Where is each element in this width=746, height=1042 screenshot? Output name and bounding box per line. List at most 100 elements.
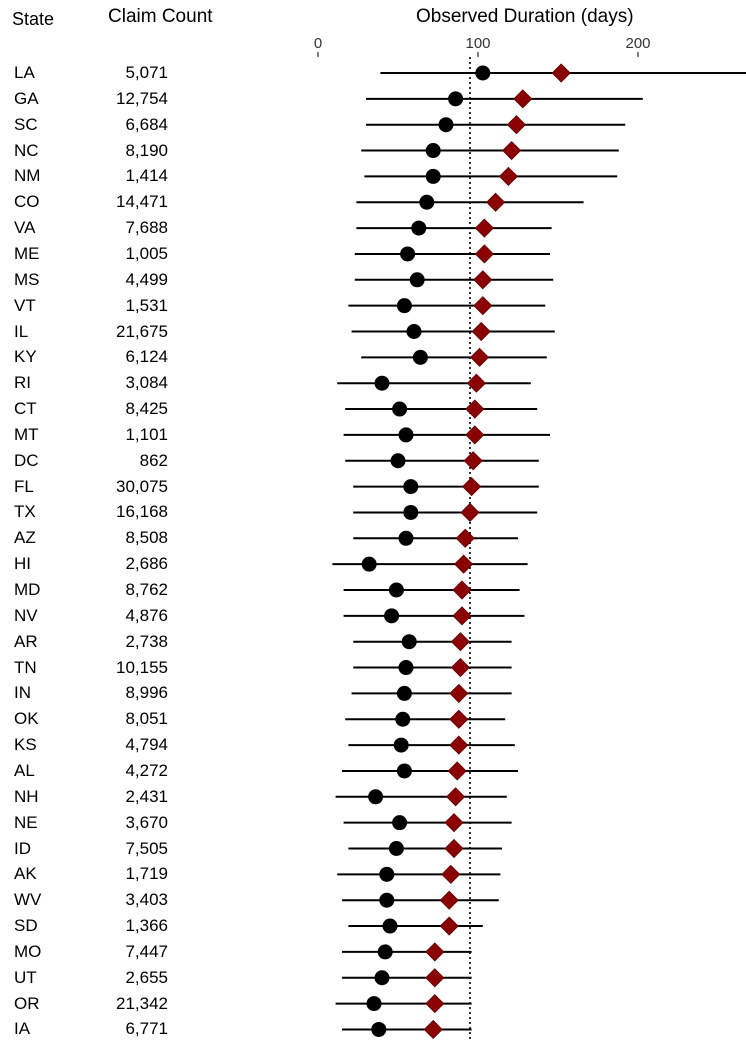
observed-point <box>392 815 408 831</box>
state-label: SD <box>14 916 38 936</box>
x-tick-label: 0 <box>314 35 322 52</box>
observed-point <box>384 608 400 624</box>
claim-count-value: 1,366 <box>125 916 168 936</box>
estimate-diamond <box>425 994 445 1014</box>
state-label: IA <box>14 1019 31 1039</box>
state-label: KY <box>14 347 37 367</box>
estimate-diamond <box>474 218 494 238</box>
state-label: NM <box>14 166 41 186</box>
observed-point <box>382 918 398 934</box>
state-label: NC <box>14 140 39 160</box>
observed-point <box>396 763 412 779</box>
estimate-diamond <box>513 89 533 109</box>
estimate-diamond <box>425 968 445 988</box>
state-label: RI <box>14 373 31 393</box>
estimate-diamond <box>444 813 464 833</box>
estimate-diamond <box>447 761 467 781</box>
estimate-diamond <box>450 632 470 652</box>
x-tick-label: 200 <box>625 35 650 52</box>
observed-point <box>379 866 395 882</box>
observed-point <box>395 711 411 727</box>
claim-count-value: 6,771 <box>125 1019 168 1039</box>
state-label: CO <box>14 192 40 212</box>
x-axis-label: Observed Duration (days) <box>416 6 634 27</box>
state-label: FL <box>14 476 34 496</box>
observed-point <box>398 427 414 443</box>
claim-count-value: 16,168 <box>116 502 168 522</box>
estimate-diamond <box>466 373 486 393</box>
state-label: OR <box>14 993 40 1013</box>
observed-point <box>412 349 428 365</box>
claim-count-value: 3,403 <box>125 890 168 910</box>
claim-count-value: 10,155 <box>116 657 168 677</box>
estimate-diamond <box>452 606 472 626</box>
estimate-diamond <box>439 916 459 936</box>
estimate-diamond <box>452 580 472 600</box>
claim-count-value: 862 <box>139 450 168 470</box>
x-tick-label: 100 <box>465 35 490 52</box>
estimate-diamond <box>449 735 469 755</box>
claim-count-value: 21,342 <box>116 993 168 1013</box>
observed-point <box>388 582 404 598</box>
estimate-diamond <box>498 166 518 186</box>
observed-point <box>377 944 393 960</box>
observed-point <box>371 1021 387 1037</box>
observed-point <box>366 996 382 1012</box>
state-label: MD <box>14 580 41 599</box>
state-label: KS <box>14 735 37 755</box>
state-label: DC <box>14 450 39 470</box>
estimate-diamond <box>423 1019 443 1040</box>
claim-count-value: 8,425 <box>125 399 168 419</box>
claim-count-value: 4,499 <box>125 269 168 289</box>
state-label: SC <box>14 114 38 134</box>
state-label: OK <box>14 709 39 729</box>
state-label: UT <box>14 967 37 987</box>
claim-count-value: 1,414 <box>125 166 168 186</box>
observed-point <box>374 970 390 986</box>
observed-point <box>398 660 414 676</box>
observed-point <box>401 634 417 650</box>
claim-count-value: 2,738 <box>125 631 168 651</box>
state-label: GA <box>14 88 39 108</box>
state-label: CT <box>14 399 37 419</box>
estimate-diamond <box>460 502 480 523</box>
observed-point <box>419 194 435 210</box>
estimate-diamond <box>450 657 470 678</box>
state-label: AK <box>14 864 37 884</box>
state-label: MS <box>14 269 40 289</box>
claim-count-value: 7,505 <box>125 838 168 858</box>
claim-count-value: 12,754 <box>116 88 168 108</box>
claim-count-value: 4,272 <box>125 760 168 780</box>
claim-count-value: 6,684 <box>125 114 168 134</box>
claim-count-value: 2,431 <box>125 786 168 806</box>
observed-point <box>406 324 422 339</box>
state-label: MO <box>14 941 42 961</box>
observed-point <box>448 91 464 107</box>
state-column-header: State <box>12 9 55 29</box>
estimate-diamond <box>473 270 493 290</box>
state-label: NH <box>14 786 39 806</box>
observed-point <box>409 272 425 288</box>
claim-count-value: 3,084 <box>125 373 168 393</box>
claim-count-column-header: Claim Count <box>108 6 213 27</box>
observed-point <box>393 737 409 753</box>
estimate-diamond <box>454 554 474 574</box>
state-label: VT <box>14 295 36 315</box>
estimate-diamond <box>441 864 461 884</box>
observed-point <box>379 892 395 908</box>
estimate-diamond <box>449 683 469 703</box>
state-label: LA <box>14 63 35 82</box>
observed-point <box>396 685 412 701</box>
claim-count-value: 4,794 <box>125 735 168 755</box>
claim-count-value: 14,471 <box>116 192 168 212</box>
claim-count-value: 4,876 <box>125 605 168 625</box>
observed-point <box>411 220 427 236</box>
estimate-diamond <box>444 838 464 859</box>
estimate-diamond <box>473 296 493 316</box>
claim-count-value: 1,719 <box>125 864 168 884</box>
estimate-diamond <box>551 63 571 83</box>
state-label: AZ <box>14 528 36 548</box>
estimate-diamond <box>462 477 482 497</box>
claim-count-value: 3,670 <box>125 812 168 832</box>
estimate-diamond <box>455 528 475 548</box>
